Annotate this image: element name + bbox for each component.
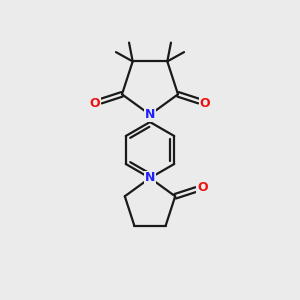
Text: N: N [145,172,155,184]
Text: N: N [145,108,155,121]
Text: O: O [197,181,208,194]
Text: O: O [89,97,100,110]
Text: O: O [200,97,211,110]
